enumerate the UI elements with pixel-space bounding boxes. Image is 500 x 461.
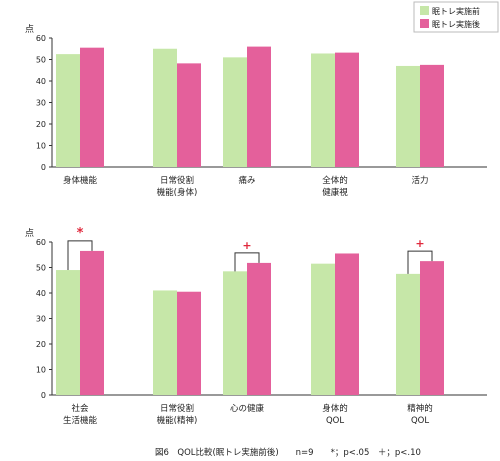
bar-before xyxy=(56,270,80,395)
x-tick-label: 全体的 xyxy=(322,175,348,186)
significance-bracket xyxy=(407,250,433,274)
bar-before xyxy=(56,54,80,167)
bar-after xyxy=(420,261,444,395)
x-tick-label: 社会 xyxy=(71,403,89,414)
y-tick-label: 50 xyxy=(36,56,46,65)
significance-mark: + xyxy=(242,239,251,252)
bar-after xyxy=(80,250,104,395)
bar-after xyxy=(177,63,201,168)
y-tick-label: 30 xyxy=(36,315,46,324)
bar-after xyxy=(177,291,201,395)
y-tick-label: 50 xyxy=(36,264,46,273)
bar-before xyxy=(153,290,177,395)
significance-bracket xyxy=(67,240,93,271)
y-tick-label: 30 xyxy=(36,99,46,108)
x-tick-label: 身体的 xyxy=(322,403,348,414)
legend: 眠トレ実施前 眠トレ実施後 xyxy=(413,1,499,33)
figure-caption: 図6 QOL比較(眠トレ実施前後) n=9 *；p<.05 ＋；p<.10 xyxy=(155,447,421,458)
legend-swatch-before xyxy=(420,6,429,15)
bar-after xyxy=(335,253,359,395)
bar-after xyxy=(247,46,271,167)
bar-before xyxy=(223,57,247,167)
bar-before xyxy=(223,271,247,395)
bar-after xyxy=(80,47,104,167)
bar-before xyxy=(396,273,420,395)
x-tick-label: 痛み xyxy=(238,175,256,186)
bar-after xyxy=(420,64,444,167)
significance-mark: * xyxy=(77,226,84,241)
x-tick-label: QOL xyxy=(326,416,344,426)
x-tick-label: 機能(精神) xyxy=(157,415,198,426)
x-tick-label: 日常役割 xyxy=(160,403,194,414)
y-tick-label: 60 xyxy=(36,238,46,247)
x-tick-label: 日常役割 xyxy=(160,175,194,186)
bar-after xyxy=(335,52,359,168)
x-tick-label: QOL xyxy=(411,416,429,426)
y-tick-label: 60 xyxy=(36,34,46,43)
y-tick-label: 0 xyxy=(41,163,46,172)
x-tick-label: 心の健康 xyxy=(230,403,265,414)
y-axis-label: 点 xyxy=(25,24,34,35)
y-tick-label: 10 xyxy=(36,366,46,375)
y-tick-label: 40 xyxy=(36,289,46,298)
y-axis-label: 点 xyxy=(25,228,34,239)
bar-before xyxy=(311,53,335,168)
y-tick-label: 20 xyxy=(36,120,46,129)
bar-before xyxy=(311,263,335,395)
significance-bracket xyxy=(234,252,260,272)
y-tick-label: 20 xyxy=(36,340,46,349)
bar-before xyxy=(153,48,177,167)
bar-before xyxy=(396,65,420,167)
legend-label-before: 眠トレ実施前 xyxy=(432,6,480,16)
legend-swatch-after xyxy=(420,19,429,28)
y-tick-label: 0 xyxy=(41,391,46,400)
significance-mark: + xyxy=(415,237,424,250)
bar-after xyxy=(247,262,271,395)
x-tick-label: 生活機能 xyxy=(63,415,98,426)
x-tick-label: 機能(身体) xyxy=(157,187,198,198)
y-tick-label: 10 xyxy=(36,142,46,151)
x-tick-label: 身体機能 xyxy=(63,175,98,186)
x-tick-label: 精神的 xyxy=(407,403,433,414)
x-tick-label: 活力 xyxy=(411,175,428,186)
y-tick-label: 40 xyxy=(36,77,46,86)
x-tick-label: 健康視 xyxy=(322,187,348,198)
legend-label-after: 眠トレ実施後 xyxy=(432,19,480,29)
